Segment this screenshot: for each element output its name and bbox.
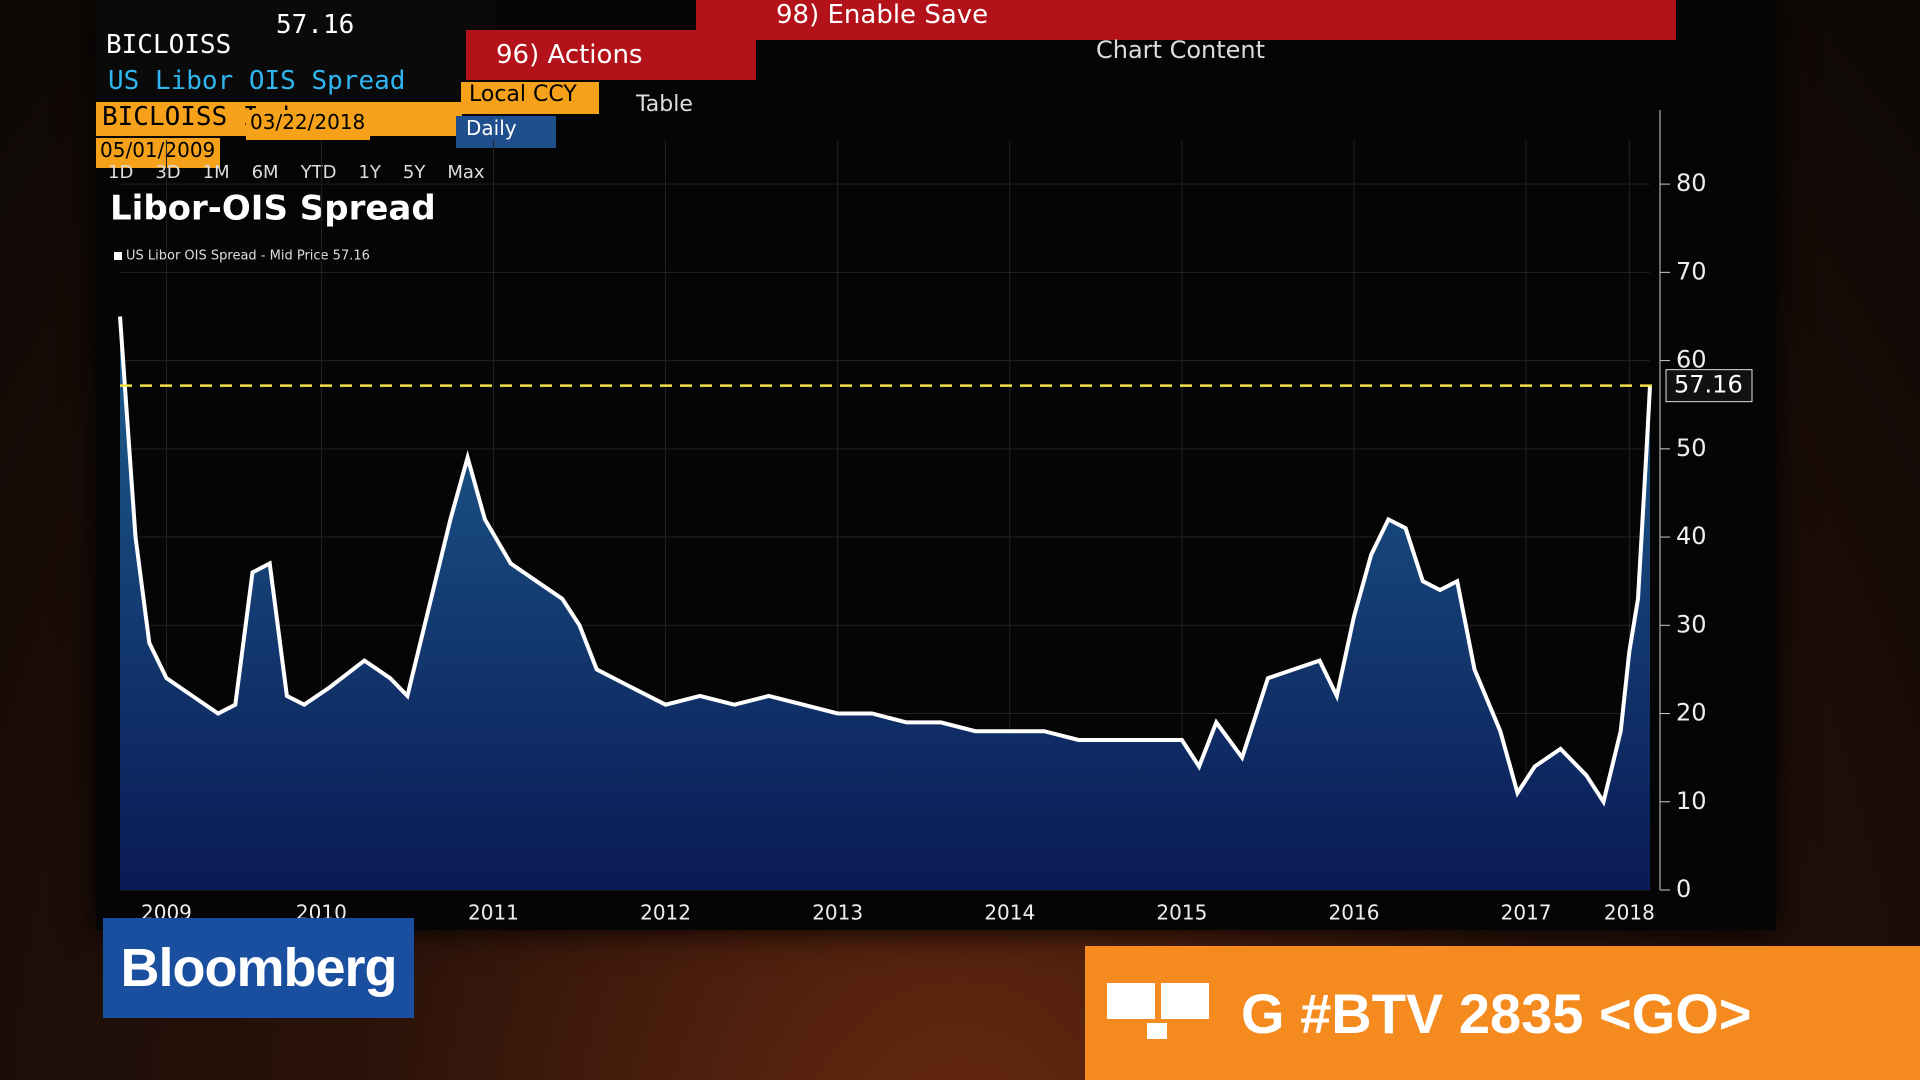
x-tick-label: 2014: [984, 901, 1035, 925]
legend-entry: US Libor OIS Spread - Mid Price 57.16: [126, 249, 370, 264]
chart-content-button[interactable]: Chart Content: [1096, 36, 1266, 64]
line: [118, 316, 1652, 807]
range-button[interactable]: Max: [447, 162, 485, 183]
x-tick-label: 2015: [1156, 901, 1207, 925]
range-button[interactable]: 3D: [155, 162, 181, 183]
ticker-text: G #BTV 2835 <GO>: [1241, 981, 1752, 1045]
security-id[interactable]: BICLOISS Index: [96, 102, 462, 136]
brand-logo: Bloomberg: [103, 918, 414, 1018]
y-tick-label: 70: [1676, 257, 1707, 285]
y-tick-label: 20: [1676, 699, 1707, 727]
header-panel: BICLOISS 57.16: [96, 0, 496, 70]
enable-save-button[interactable]: 98) Enable Save: [696, 0, 1676, 40]
range-button[interactable]: 6M: [251, 162, 279, 183]
y-tick-label: 10: [1676, 787, 1707, 815]
y-tick-label: 30: [1676, 610, 1707, 638]
x-tick-label: 2017: [1501, 901, 1552, 925]
table-tab[interactable]: Table: [636, 92, 693, 117]
currency-select[interactable]: Local CCY: [461, 82, 599, 114]
x-tick-label: 2018: [1604, 901, 1655, 925]
range-button[interactable]: 1M: [202, 162, 230, 183]
monitor-icon: [1107, 983, 1209, 1039]
ticker-banner: G #BTV 2835 <GO>: [1085, 946, 1920, 1080]
chart-title: Libor-OIS Spread: [110, 189, 436, 229]
x-tick-label: 2012: [640, 901, 691, 925]
range-button[interactable]: YTD: [300, 162, 337, 183]
y-tick-label: 80: [1676, 169, 1707, 197]
legend-swatch: [114, 252, 122, 260]
area: [120, 316, 1650, 890]
range-button[interactable]: 5Y: [402, 162, 426, 183]
range-buttons: 1D 3D 1M 6M YTD 1Y 5Y Max: [108, 162, 485, 183]
reference-label-box: [1665, 369, 1753, 403]
y-tick-label: 40: [1676, 522, 1707, 550]
end-date[interactable]: 03/22/2018: [246, 110, 370, 140]
ticker: BICLOISS: [106, 30, 232, 60]
x-tick-label: 2011: [468, 901, 519, 925]
start-date[interactable]: 05/01/2009: [96, 138, 220, 168]
y-tick-label: 60: [1676, 346, 1707, 374]
frequency-select[interactable]: Daily: [456, 116, 556, 148]
security-name: US Libor OIS Spread: [96, 66, 478, 102]
range-button[interactable]: 1D: [108, 162, 134, 183]
range-button[interactable]: 1Y: [358, 162, 381, 183]
price: 57.16: [276, 10, 355, 40]
x-tick-label: 2016: [1329, 901, 1380, 925]
x-tick-label: 2013: [812, 901, 863, 925]
reference-label: 57.16: [1674, 371, 1743, 399]
y-tick-label: 50: [1676, 434, 1707, 462]
y-tick-label: 0: [1676, 875, 1691, 903]
